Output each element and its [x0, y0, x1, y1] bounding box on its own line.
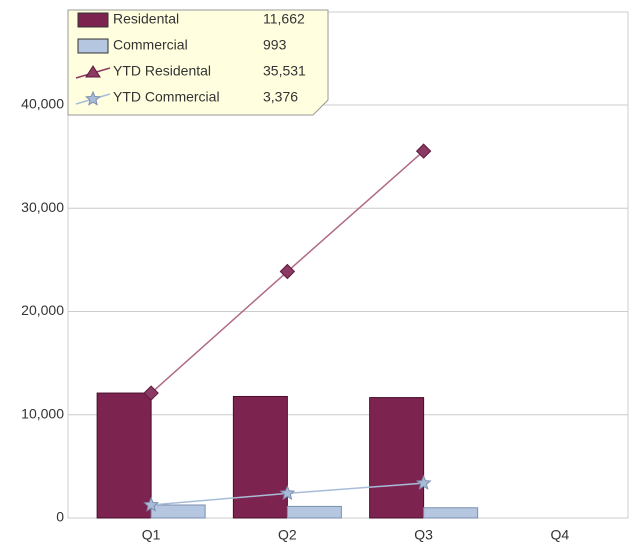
y-tick-label: 0 [56, 509, 64, 525]
x-tick-label: Q1 [142, 527, 161, 543]
marker [279, 263, 296, 280]
legend-label: YTD Commercial [113, 89, 220, 105]
y-tick-label: 20,000 [21, 302, 64, 318]
x-tick-label: Q3 [414, 527, 433, 543]
legend-label: Residental [113, 11, 179, 27]
marker [143, 385, 159, 401]
legend-box [67, 9, 329, 116]
bar [150, 504, 206, 519]
x-tick-label: Q4 [551, 527, 570, 543]
bar [286, 505, 342, 519]
legend-marker [85, 90, 101, 106]
legend-value: 993 [263, 37, 287, 53]
marker [143, 496, 160, 512]
legend-label: Commercial [113, 37, 188, 53]
legend-value: 35,531 [263, 63, 306, 79]
bar [232, 395, 288, 519]
legend-swatch [77, 38, 109, 54]
bar [423, 507, 479, 519]
marker [279, 485, 296, 501]
legend-value: 3,376 [263, 89, 298, 105]
legend-label: YTD Residental [113, 63, 211, 79]
y-tick-label: 10,000 [21, 405, 64, 421]
x-tick-label: Q2 [278, 527, 297, 543]
marker [415, 474, 432, 490]
marker [415, 143, 432, 159]
legend-swatch [77, 12, 109, 28]
bar [96, 392, 152, 519]
y-tick-label: 30,000 [21, 199, 64, 215]
legend-marker [85, 65, 101, 78]
bar [369, 397, 425, 519]
legend-value: 11,662 [263, 11, 305, 27]
y-tick-label: 40,000 [21, 96, 64, 112]
